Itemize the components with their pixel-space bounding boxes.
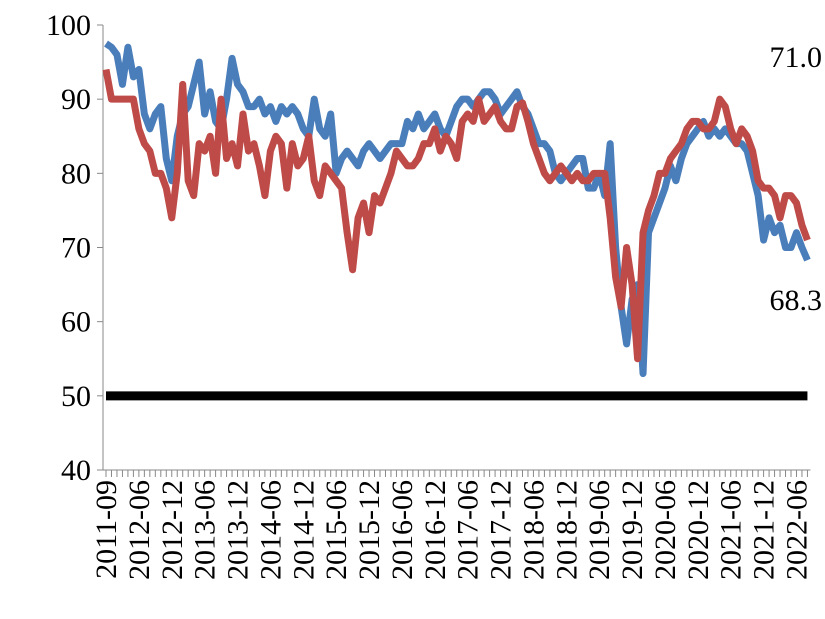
x-tick-label: 2015-06 <box>320 480 353 580</box>
x-tick-label: 2021-06 <box>715 480 748 580</box>
x-tick-label: 2020-12 <box>682 480 715 580</box>
series-line <box>104 40 811 378</box>
x-tick-label: 2017-06 <box>452 480 485 580</box>
x-tick-label: 2017-12 <box>485 480 518 580</box>
x-tick-label: 2014-06 <box>254 480 287 580</box>
x-tick-label: 2019-06 <box>583 480 616 580</box>
x-tick-label: 2014-12 <box>287 480 320 580</box>
x-tick-label: 2022-06 <box>780 480 813 580</box>
x-tick-label: 2013-06 <box>189 480 222 580</box>
x-tick-label: 2012-06 <box>123 480 156 580</box>
y-tick-label: 70 <box>61 232 91 265</box>
x-tick-label: 2016-06 <box>386 480 419 580</box>
x-tick-label: 2020-06 <box>649 480 682 580</box>
y-tick-label: 40 <box>61 454 91 487</box>
x-tick-label: 2021-12 <box>748 480 781 580</box>
y-tick-label: 100 <box>46 9 91 42</box>
y-tick-label: 80 <box>61 157 91 190</box>
x-tick-label: 2012-12 <box>156 480 189 580</box>
x-tick-label: 2019-12 <box>616 480 649 580</box>
x-tick-label: 2016-12 <box>419 480 452 580</box>
x-tick-label: 2018-06 <box>517 480 550 580</box>
x-tick-label: 2011-09 <box>90 480 123 579</box>
x-tick-label: 2015-12 <box>353 480 386 580</box>
y-tick-label: 50 <box>61 380 91 413</box>
y-tick-label: 60 <box>61 306 91 339</box>
data-label: 68.3 <box>770 284 823 317</box>
series-line <box>102 68 811 363</box>
data-label: 71.0 <box>770 41 823 74</box>
x-tick-label: 2013-12 <box>222 480 255 580</box>
x-tick-label: 2018-12 <box>550 480 583 580</box>
y-tick-label: 90 <box>61 83 91 116</box>
